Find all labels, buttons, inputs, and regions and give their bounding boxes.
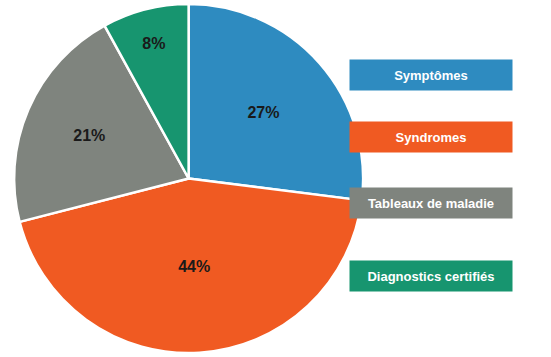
svg-text:44%: 44% xyxy=(178,258,210,275)
svg-text:Tableaux de maladie: Tableaux de maladie xyxy=(368,196,494,211)
svg-text:21%: 21% xyxy=(73,127,105,144)
svg-text:27%: 27% xyxy=(247,104,279,121)
svg-text:Syndromes: Syndromes xyxy=(396,130,467,145)
svg-text:Symptômes: Symptômes xyxy=(394,68,468,83)
svg-text:8%: 8% xyxy=(142,35,165,52)
svg-text:Diagnostics certifiés: Diagnostics certifiés xyxy=(367,269,494,284)
